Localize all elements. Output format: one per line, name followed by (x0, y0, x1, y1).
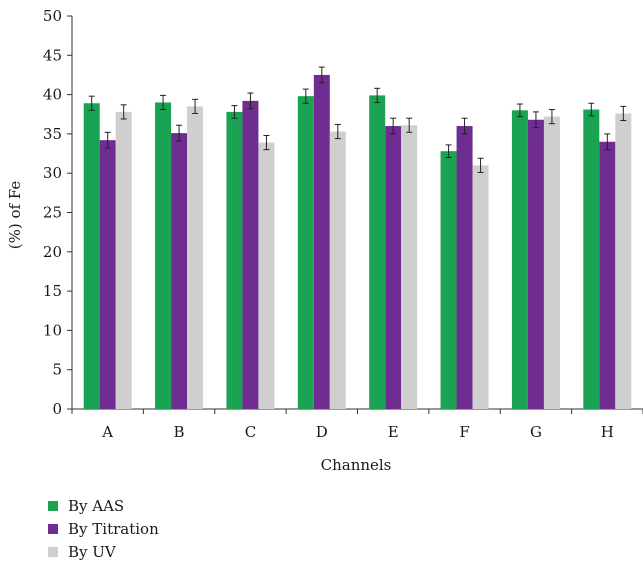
y-tick-label: 15 (43, 282, 62, 300)
bar-D-1 (313, 74, 330, 409)
bar-E-1 (385, 126, 402, 409)
legend-swatch-uv (48, 546, 58, 557)
y-tick-label: 0 (52, 400, 62, 418)
x-tick-label: H (601, 423, 614, 441)
bar-chart: 0 5 10 15 20 25 30 35 40 45 50 A B C D E F G H (%) of Fe C… (6, 7, 643, 474)
bar-D-0 (297, 96, 314, 409)
bar-H-2 (615, 113, 632, 410)
y-tick-label: 30 (43, 164, 62, 182)
bar-E-2 (401, 125, 418, 409)
y-tick-label: 50 (43, 7, 62, 25)
bar-D-2 (329, 131, 346, 410)
legend-label-aas: By AAS (68, 496, 125, 515)
y-tick-label: 20 (43, 243, 62, 261)
legend-label-titration: By Titration (68, 519, 159, 538)
bar-C-0 (226, 111, 243, 409)
bar-H-0 (583, 109, 600, 409)
x-tick-label: D (316, 423, 328, 441)
x-tick-label: C (245, 423, 256, 441)
bar-A-2 (115, 111, 132, 409)
bar-A-1 (99, 140, 116, 410)
y-tick-label: 10 (43, 321, 62, 339)
y-axis-title: (%) of Fe (6, 181, 24, 250)
x-tick-label: A (101, 423, 113, 441)
bar-A-0 (83, 103, 100, 409)
bar-F-2 (472, 165, 489, 409)
legend-swatch-titration (48, 523, 58, 534)
x-tick-label: G (530, 423, 542, 441)
legend-swatch-aas (48, 500, 58, 511)
y-tick-label: 45 (43, 46, 62, 64)
y-tick-label: 5 (52, 361, 62, 379)
x-axis-title: Channels (321, 456, 392, 474)
legend-item-uv: By UV (48, 540, 159, 563)
bar-G-2 (543, 116, 560, 409)
plot-area: 0 5 10 15 20 25 30 35 40 45 50 A B C D E F G H (43, 7, 643, 441)
bar-F-0 (440, 151, 457, 409)
bar-B-2 (187, 106, 204, 409)
x-tick-label: E (388, 423, 399, 441)
bar-C-2 (258, 142, 275, 409)
legend-label-uv: By UV (68, 542, 116, 561)
bar-G-1 (527, 119, 544, 409)
y-tick-label: 25 (43, 204, 62, 222)
y-tick-label: 40 (43, 86, 62, 104)
x-tick-label: B (174, 423, 185, 441)
bar-G-0 (511, 110, 528, 409)
bar-B-0 (155, 102, 172, 410)
bar-C-1 (242, 100, 259, 409)
bar-E-0 (369, 95, 386, 410)
bar-H-1 (599, 141, 616, 409)
x-tick-label: F (459, 423, 469, 441)
bar-F-1 (456, 126, 473, 409)
bar-B-1 (171, 133, 188, 409)
legend-item-titration: By Titration (48, 517, 159, 540)
legend-item-aas: By AAS (48, 494, 159, 517)
legend: By AAS By Titration By UV (48, 494, 159, 563)
y-tick-label: 35 (43, 125, 62, 143)
